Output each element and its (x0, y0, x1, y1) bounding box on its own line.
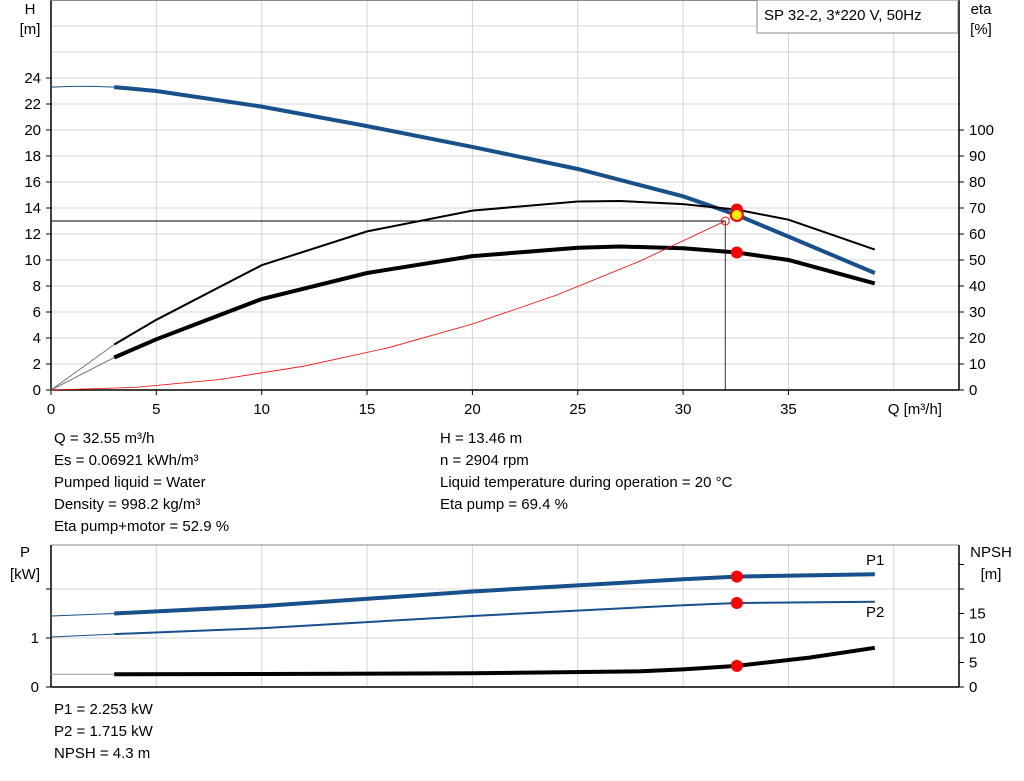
y-tick-label: 6 (33, 304, 41, 321)
p1-point-marker (730, 570, 743, 583)
operating-point-marker (729, 208, 744, 223)
y-tick-label: 0 (33, 382, 41, 399)
eta-pump-curve-line (113, 199, 876, 346)
y2-tick-label: 20 (969, 330, 986, 347)
p2-point-marker (730, 596, 743, 609)
y-tick-label: 1 (31, 630, 39, 647)
y2-tick-label: 10 (969, 630, 986, 647)
npsh-point-marker (730, 659, 743, 672)
y-tick-label: 4 (33, 330, 41, 347)
y-tick-label: 12 (24, 226, 41, 243)
npsh-curve-line (114, 645, 876, 677)
eta-pump-motor-curve-line (113, 244, 876, 360)
y-axis-unit: [kW] (10, 566, 40, 583)
y2-tick-label: 60 (969, 226, 986, 243)
result-density: Density = 998.2 kg/m³ (54, 496, 201, 513)
y-tick-label: 0 (31, 679, 39, 696)
y-axis-label: P (20, 544, 30, 561)
y-tick-label: 22 (24, 96, 41, 113)
result-n: n = 2904 rpm (440, 452, 529, 469)
eta-pump-motor-point-marker (730, 246, 743, 259)
y-tick-label: 20 (24, 122, 41, 139)
x-tick-label: 30 (675, 401, 692, 418)
result-npsh: NPSH = 4.3 m (54, 745, 151, 762)
result-h: H = 13.46 m (440, 430, 523, 447)
system-curve-line (50, 220, 726, 391)
y2-axis-label: eta (971, 1, 993, 18)
results-right: H = 13.46 m n = 2904 rpm Liquid temperat… (440, 428, 732, 516)
x-tick-label: 5 (152, 401, 160, 418)
y-tick-label: 14 (24, 200, 41, 217)
p2-curve-line (114, 600, 875, 636)
result-eta-pump: Eta pump = 69.4 % (440, 496, 568, 513)
y2-tick-label: 80 (969, 174, 986, 191)
x-tick-label: 15 (359, 401, 376, 418)
result-p1: P1 = 2.253 kW (54, 701, 153, 718)
y-tick-label: 10 (24, 252, 41, 269)
y2-axis-unit: [m] (981, 566, 1002, 583)
title-box (756, 0, 959, 34)
result-p2: P2 = 1.715 kW (54, 723, 153, 740)
result-liquid: Pumped liquid = Water (54, 474, 206, 491)
y2-tick-label: 15 (969, 606, 986, 623)
result-eta-pump-motor: Eta pump+motor = 52.9 % (54, 518, 230, 535)
y2-tick-label: 10 (969, 356, 986, 373)
x-tick-label: 0 (47, 401, 55, 418)
y2-tick-label: 70 (969, 200, 986, 217)
y2-tick-label: 90 (969, 148, 986, 165)
results-bottom: P1 = 2.253 kW P2 = 1.715 kW NPSH = 4.3 m (54, 699, 153, 765)
y-tick-label: 2 (33, 356, 41, 373)
y-tick-label: 18 (24, 148, 41, 165)
x-tick-label: 20 (464, 401, 481, 418)
p1-extrapolated-line (50, 613, 115, 617)
y2-tick-label: 100 (969, 122, 994, 139)
y2-axis-label: NPSH (970, 544, 1012, 561)
y-tick-label: 16 (24, 174, 41, 191)
y-tick-label: 8 (33, 278, 41, 295)
result-q: Q = 32.55 m³/h (54, 430, 155, 447)
x-tick-label: 35 (780, 401, 797, 418)
result-es: Es = 0.06921 kWh/m³ (54, 452, 199, 469)
p2-series-label: P2 (866, 604, 884, 621)
eta-pump-extrapolated-line (50, 344, 115, 391)
eta-pump-motor-extrapolated-line (50, 357, 115, 391)
result-temp: Liquid temperature during operation = 20… (440, 474, 733, 491)
y2-axis-unit: [%] (970, 21, 992, 38)
y2-tick-label: 40 (969, 278, 986, 295)
results-left: Q = 32.55 m³/h Es = 0.06921 kWh/m³ Pumpe… (54, 428, 229, 538)
x-tick-label: 10 (253, 401, 270, 418)
y2-tick-label: 30 (969, 304, 986, 321)
head-curve-line (114, 85, 876, 275)
head-extrapolated-line (50, 85, 115, 88)
chart-title: SP 32-2, 3*220 V, 50Hz (764, 7, 922, 24)
p1-curve-line (114, 572, 875, 616)
y-axis-unit: [m] (20, 21, 41, 38)
y2-tick-label: 0 (969, 382, 977, 399)
y-tick-label: 24 (24, 70, 41, 87)
p2-extrapolated-line (50, 633, 115, 638)
y2-tick-label: 50 (969, 252, 986, 269)
y-axis-label: H (25, 1, 36, 18)
p1-series-label: P1 (866, 552, 884, 569)
y2-tick-label: 5 (969, 655, 977, 672)
x-axis-label: Q [m³/h] (888, 401, 942, 418)
x-tick-label: 25 (569, 401, 586, 418)
y2-tick-label: 0 (969, 679, 977, 696)
duty-point-marker (720, 216, 730, 226)
